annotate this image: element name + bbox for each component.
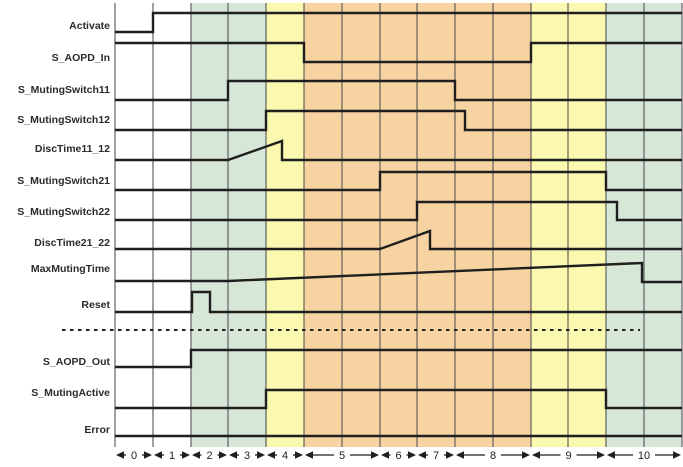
signal-label: DiscTime11_12	[35, 143, 110, 155]
axis-interval-number: 1	[169, 450, 175, 462]
signal-waveform-s_mutingactive	[115, 388, 682, 410]
signal-waveform-activate	[115, 11, 682, 34]
signal-label: MaxMutingTime	[31, 263, 110, 275]
axis-arrow-right-icon	[371, 451, 379, 459]
axis-interval-number: 7	[433, 450, 439, 462]
signal-waveform-maxmutingtime	[115, 261, 682, 284]
axis-arrow-left-icon	[154, 451, 162, 459]
axis-arrow-left-icon	[532, 451, 540, 459]
signal-label: Activate	[69, 20, 110, 32]
axis-arrow-right-icon	[446, 451, 454, 459]
signal-label: Reset	[81, 299, 110, 311]
signal-waveform-s_mutingswitch12	[115, 109, 682, 132]
axis-arrow-right-icon	[182, 451, 190, 459]
signal-waveform-disctime11_12	[115, 139, 682, 162]
axis-arrow-right-icon	[597, 451, 605, 459]
signal-label: S_AOPD_Out	[43, 356, 111, 368]
phase-band	[266, 3, 304, 447]
axis-interval-number: 3	[244, 450, 250, 462]
signal-waveform-s_mutingswitch21	[115, 170, 682, 192]
axis-interval-number: 5	[339, 450, 345, 462]
axis-arrow-right-icon	[144, 451, 152, 459]
axis-interval-number: 8	[490, 450, 496, 462]
axis-interval-number: 2	[206, 450, 212, 462]
signal-waveform-s_aopd_in	[115, 41, 682, 64]
axis-arrow-right-icon	[295, 451, 303, 459]
axis-arrow-right-icon	[408, 451, 416, 459]
signal-waveform-s_mutingswitch22	[115, 200, 682, 222]
signal-waveform-disctime21_22	[115, 229, 682, 251]
axis-arrow-right-icon	[673, 451, 681, 459]
axis-interval-number: 6	[395, 450, 401, 462]
signal-label: S_MutingSwitch12	[17, 114, 110, 126]
axis-interval-number: 9	[565, 450, 571, 462]
signal-label: S_AOPD_In	[52, 52, 110, 64]
axis-interval-number: 0	[131, 450, 137, 462]
signal-label: S_MutingSwitch22	[17, 206, 110, 218]
axis-arrow-left-icon	[229, 451, 237, 459]
axis-interval-number: 10	[638, 450, 650, 462]
signal-label: S_MutingSwitch11	[18, 84, 110, 96]
axis-arrow-right-icon	[219, 451, 227, 459]
axis-interval-number: 4	[282, 450, 288, 462]
axis-arrow-left-icon	[116, 451, 124, 459]
axis-arrow-left-icon	[192, 451, 200, 459]
signal-label: DiscTime21_22	[34, 237, 110, 249]
axis-arrow-left-icon	[456, 451, 464, 459]
axis-arrow-right-icon	[522, 451, 530, 459]
axis-arrow-left-icon	[381, 451, 389, 459]
axis-arrow-left-icon	[607, 451, 615, 459]
signal-label: S_MutingActive	[31, 387, 110, 399]
axis-arrow-left-icon	[418, 451, 426, 459]
axis-arrow-left-icon	[305, 451, 313, 459]
signal-waveform-reset	[115, 290, 682, 314]
signal-waveform-s_mutingswitch11	[115, 79, 682, 102]
axis-arrow-right-icon	[257, 451, 265, 459]
signal-label: S_MutingSwitch21	[17, 175, 110, 187]
signal-label: Error	[84, 424, 110, 436]
axis-arrow-left-icon	[267, 451, 275, 459]
signal-waveform-s_aopd_out	[115, 348, 682, 369]
